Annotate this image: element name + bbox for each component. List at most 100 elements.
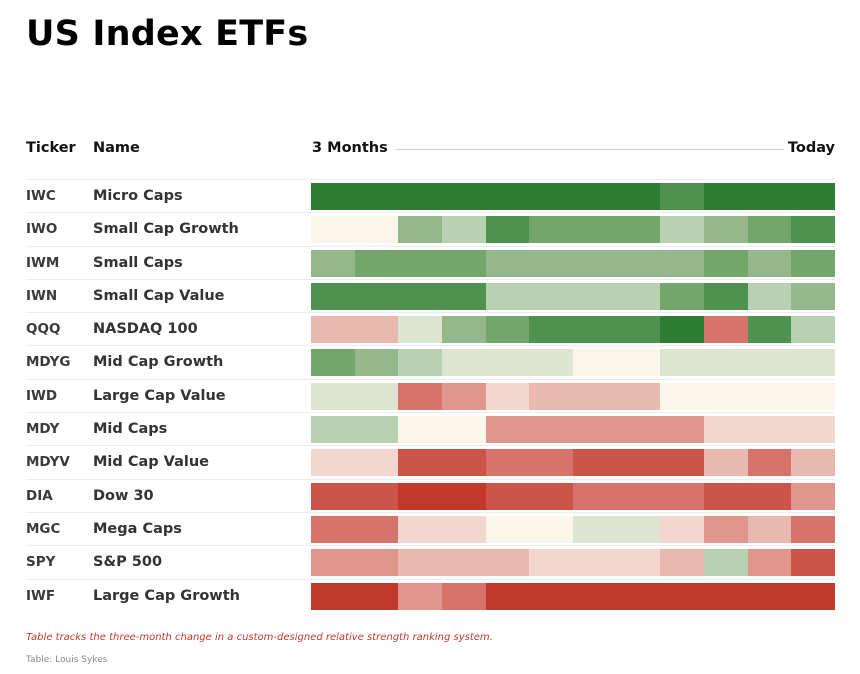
heatmap-cell xyxy=(485,183,530,210)
heatmap-cell xyxy=(616,349,661,377)
heatmap-cell xyxy=(747,482,792,510)
name-cell: Mega Caps xyxy=(93,520,182,537)
heatmap-cell xyxy=(398,416,443,444)
heatmap-cell xyxy=(616,582,661,610)
name-cell: Mid Cap Growth xyxy=(93,354,224,371)
heatmap-cell xyxy=(311,449,355,477)
heatmap-cell xyxy=(747,249,792,277)
heatmap-cell xyxy=(747,216,792,244)
heatmap-cell xyxy=(529,249,574,277)
heatmap-cell xyxy=(616,282,661,310)
heatmap-cell xyxy=(704,183,748,210)
heatmap-cell xyxy=(485,282,530,310)
heatmap-cell xyxy=(660,549,705,577)
heatmap-cell xyxy=(398,282,443,310)
heatmap-cell xyxy=(529,183,574,210)
heatmap-cell xyxy=(704,382,748,410)
heatmap-cell xyxy=(529,449,574,477)
heatmap-cell xyxy=(442,582,486,610)
strength-strip xyxy=(311,349,836,377)
ticker-cell: IWO xyxy=(26,221,58,238)
heatmap-cell xyxy=(616,515,661,543)
heatmap-cell xyxy=(529,515,574,543)
heatmap-cell xyxy=(442,216,486,244)
heatmap-cell xyxy=(311,349,355,377)
table-row: IWC Micro Caps xyxy=(26,179,836,212)
name-cell: Small Caps xyxy=(93,254,183,271)
name-cell: S&P 500 xyxy=(93,554,163,571)
heatmap-cell xyxy=(660,416,705,444)
heatmap-cell xyxy=(442,183,486,210)
name-cell: NASDAQ 100 xyxy=(93,321,198,338)
heatmap-cell xyxy=(398,216,443,244)
heatmap-cell xyxy=(529,549,574,577)
heatmap-cell xyxy=(747,416,792,444)
heatmap-cell xyxy=(529,382,574,410)
heatmap-cell xyxy=(573,349,617,377)
heatmap-cell xyxy=(354,582,399,610)
column-header-end: Today xyxy=(787,140,835,156)
heatmap-cell xyxy=(573,282,617,310)
heatmap-cell xyxy=(311,382,355,410)
heatmap-cell xyxy=(704,482,748,510)
name-cell: Large Cap Value xyxy=(93,387,226,404)
heatmap-cell xyxy=(485,249,530,277)
heatmap-cell xyxy=(660,183,705,210)
strength-strip xyxy=(311,316,836,344)
name-cell: Dow 30 xyxy=(93,487,154,504)
name-cell: Small Cap Growth xyxy=(93,221,239,238)
heatmap-cell xyxy=(354,349,399,377)
heatmap-cell xyxy=(529,416,574,444)
table-row: IWF Large Cap Growth xyxy=(26,578,836,612)
heatmap-cell xyxy=(485,416,530,444)
ticker-cell: MDYV xyxy=(26,454,70,471)
heatmap-cell xyxy=(704,449,748,477)
heatmap-cell xyxy=(616,482,661,510)
heatmap-cell xyxy=(529,282,574,310)
heatmap-cell xyxy=(747,316,792,344)
heatmap-table: IWC Micro Caps IWO Small Cap Growth IWM Small… xyxy=(26,179,836,612)
heatmap-cell xyxy=(354,549,399,577)
ticker-cell: MDY xyxy=(26,421,60,438)
heatmap-cell xyxy=(660,282,705,310)
ticker-cell: DIA xyxy=(26,487,53,504)
heatmap-cell xyxy=(485,349,530,377)
strength-strip xyxy=(311,382,836,410)
heatmap-cell xyxy=(398,382,443,410)
heatmap-cell xyxy=(747,282,792,310)
heatmap-cell xyxy=(485,482,530,510)
heatmap-cell xyxy=(311,249,355,277)
timeline-rule xyxy=(396,149,784,150)
heatmap-cell xyxy=(311,316,355,344)
heatmap-cell xyxy=(616,249,661,277)
heatmap-cell xyxy=(660,349,705,377)
heatmap-cell xyxy=(529,349,574,377)
heatmap-cell xyxy=(442,515,486,543)
ticker-cell: IWM xyxy=(26,254,60,271)
strength-strip xyxy=(311,249,836,277)
heatmap-cell xyxy=(573,515,617,543)
heatmap-cell xyxy=(791,449,836,477)
name-cell: Micro Caps xyxy=(93,188,183,204)
heatmap-cell xyxy=(311,216,355,244)
heatmap-cell xyxy=(747,515,792,543)
heatmap-cell xyxy=(704,349,748,377)
heatmap-cell xyxy=(747,582,792,610)
heatmap-cell xyxy=(573,183,617,210)
heatmap-cell xyxy=(311,549,355,577)
ticker-cell: MGC xyxy=(26,520,61,537)
heatmap-cell xyxy=(485,515,530,543)
heatmap-cell xyxy=(311,515,355,543)
heatmap-cell xyxy=(791,349,836,377)
heatmap-cell xyxy=(660,316,705,344)
heatmap-cell xyxy=(311,183,355,210)
heatmap-cell xyxy=(573,549,617,577)
heatmap-cell xyxy=(311,482,355,510)
heatmap-cell xyxy=(529,216,574,244)
heatmap-cell xyxy=(442,449,486,477)
heatmap-cell xyxy=(660,216,705,244)
heatmap-cell xyxy=(354,316,399,344)
heatmap-cell xyxy=(747,382,792,410)
heatmap-cell xyxy=(311,416,355,444)
column-header-ticker: Ticker xyxy=(26,140,76,156)
